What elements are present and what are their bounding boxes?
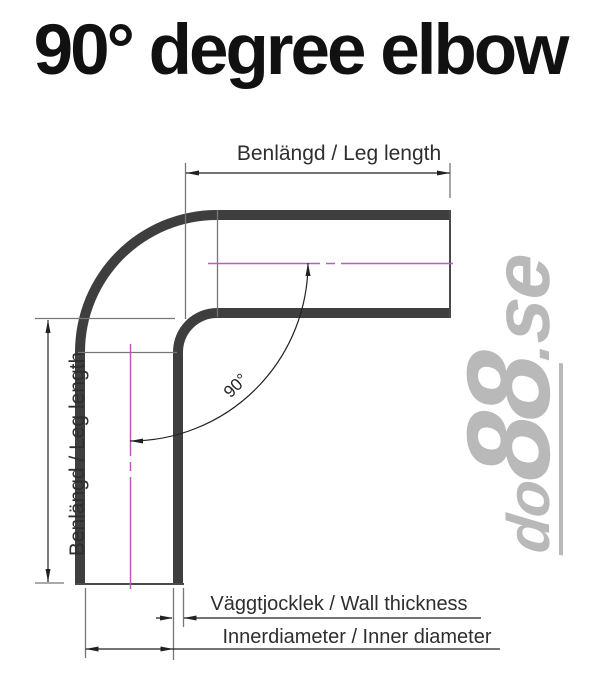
dimension-arrows bbox=[45, 170, 450, 652]
centerlines bbox=[129, 262, 459, 592]
dimension-lines bbox=[47, 172, 500, 650]
extension-lines bbox=[35, 163, 451, 660]
left-leg-length-label: Benlängd / Leg length bbox=[66, 351, 89, 557]
wall-thickness-label: Väggtjocklek / Wall thickness bbox=[210, 593, 468, 615]
inner-diameter-label: Innerdiameter / Inner diameter bbox=[222, 626, 492, 648]
angle-arc bbox=[129, 262, 309, 442]
page-title: 90° degree elbow bbox=[33, 11, 570, 90]
top-leg-length-label: Benlängd / Leg length bbox=[236, 142, 442, 165]
